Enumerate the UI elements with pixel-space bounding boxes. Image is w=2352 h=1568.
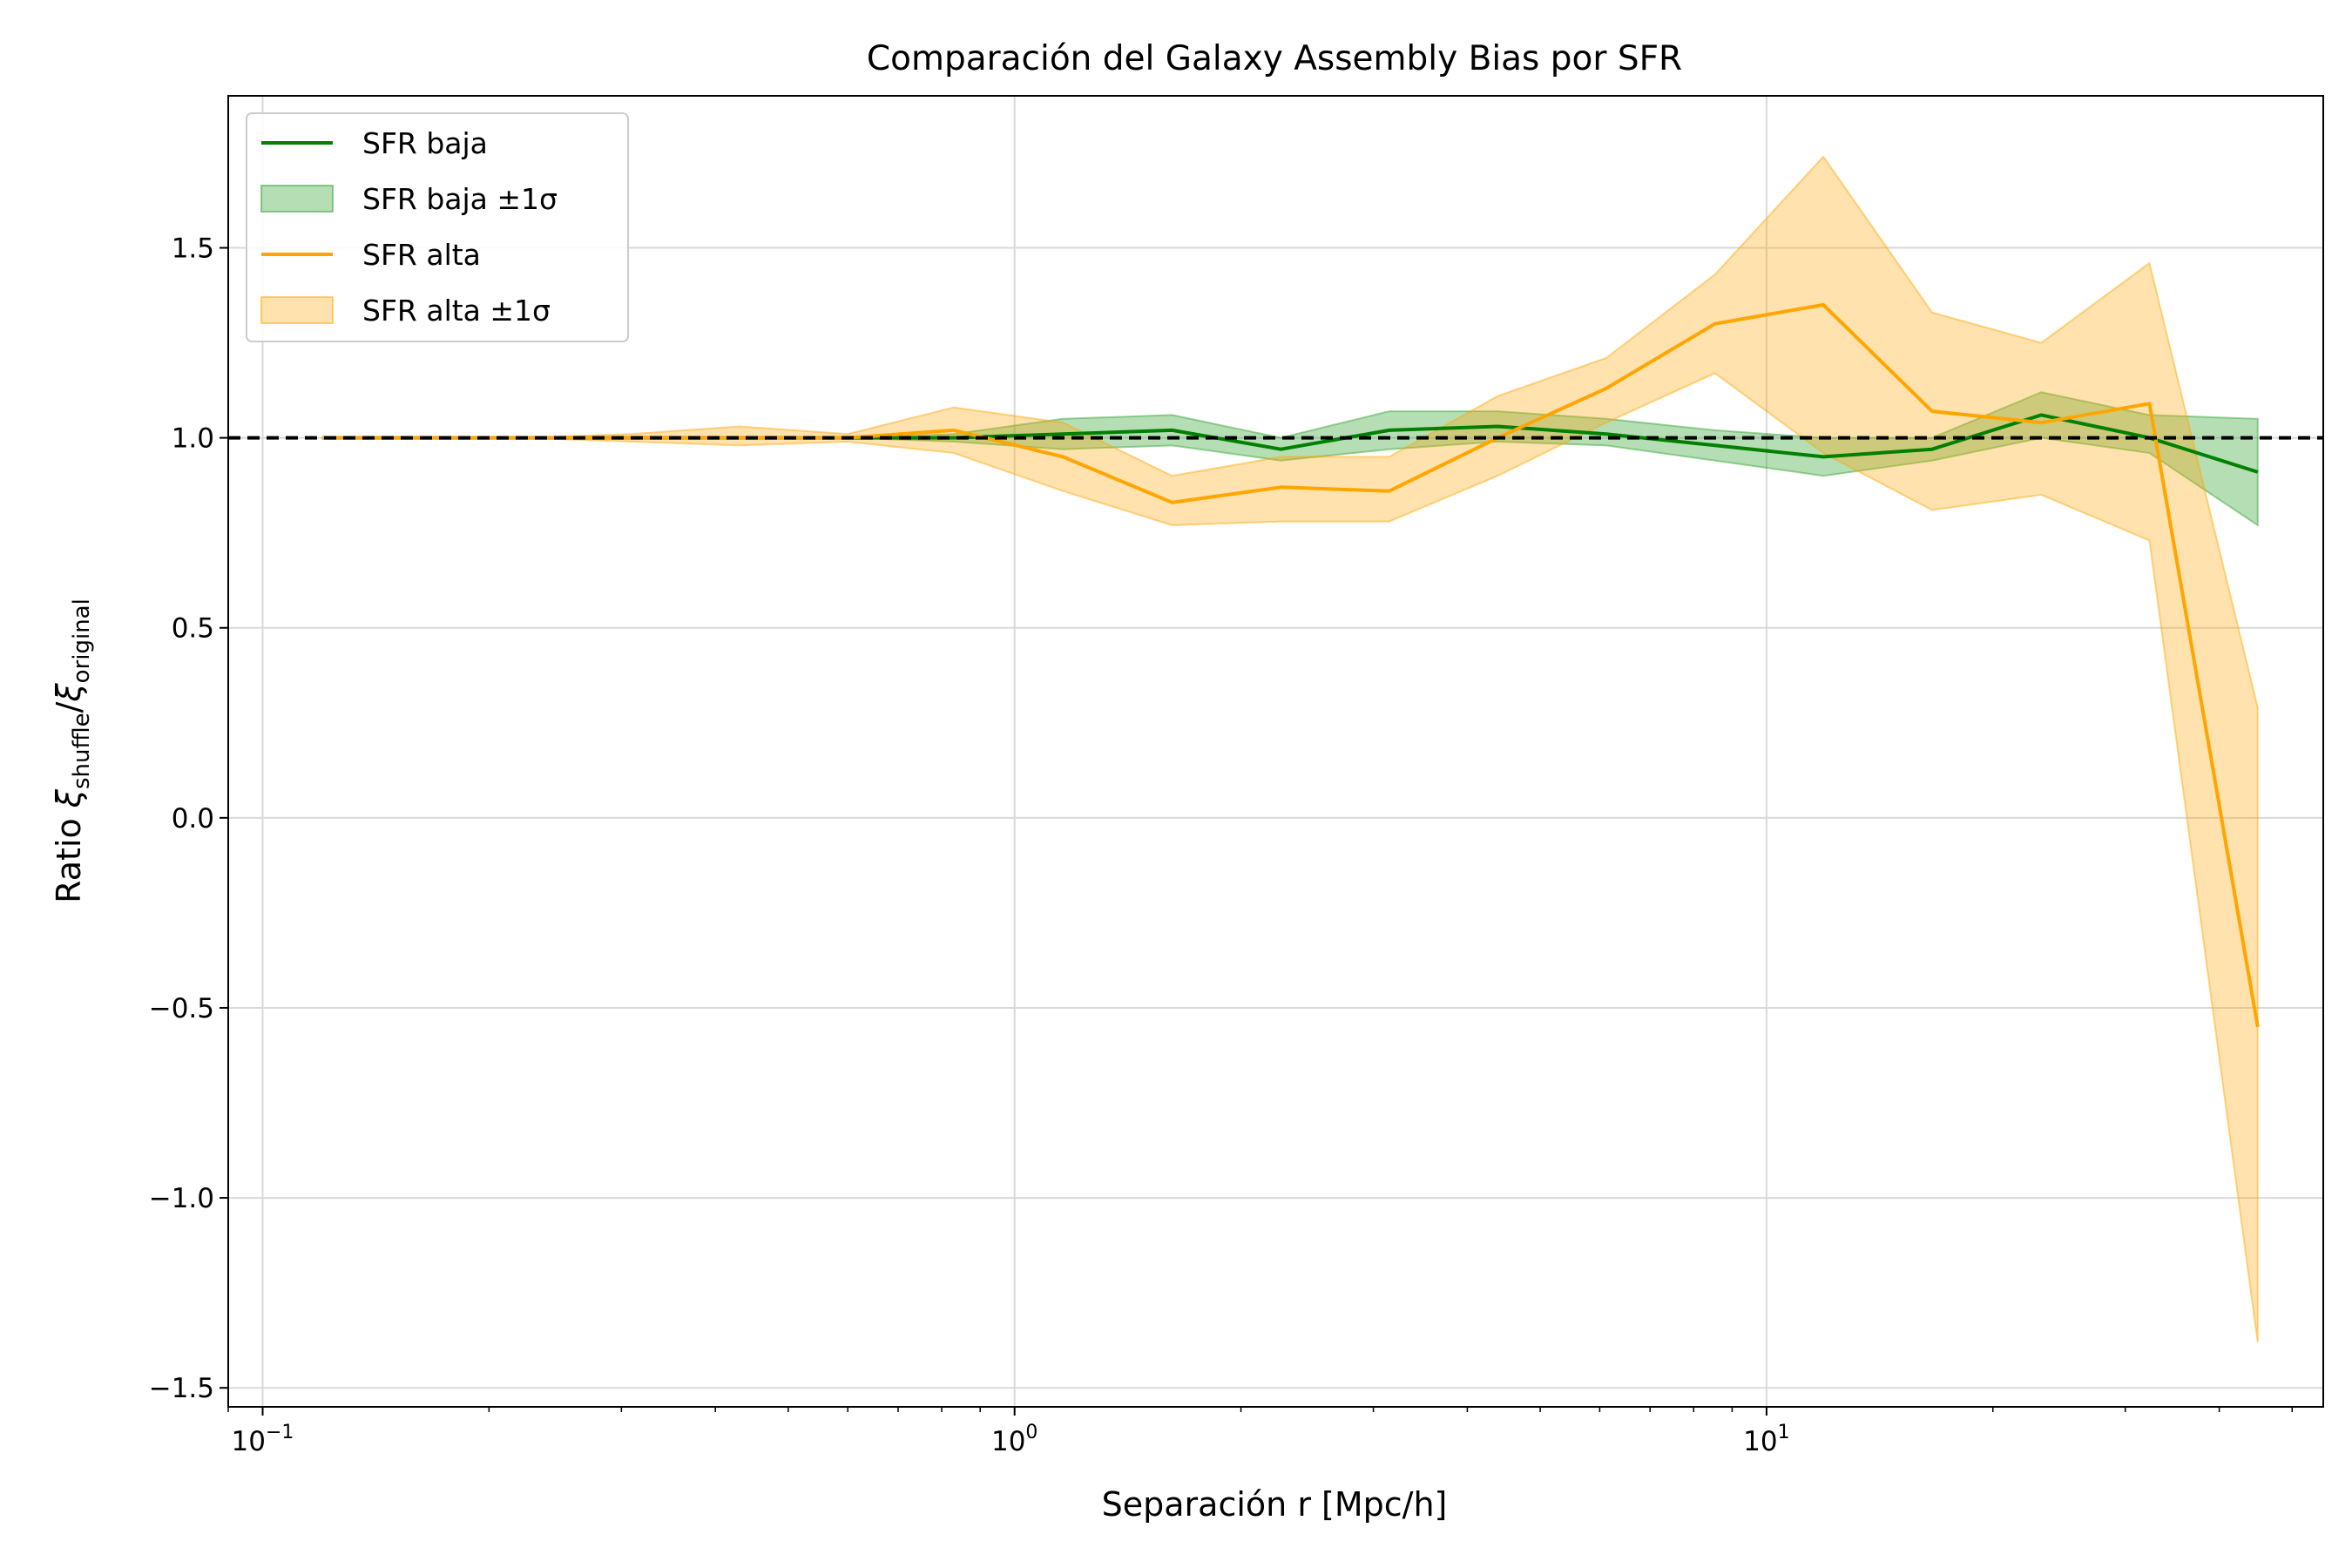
legend-band-swatch: [260, 296, 334, 324]
y-axis-label: Ratio ξshuffle/ξoriginal: [50, 598, 95, 903]
y-tick-label: 0.5: [172, 613, 214, 645]
legend-label: SFR alta ±1σ: [362, 294, 551, 328]
y-tick-label: 0.0: [172, 803, 214, 835]
legend-label: SFR baja ±1σ: [362, 182, 558, 216]
x-tick-base: 10: [991, 1426, 1025, 1457]
x-tick-base: 10: [232, 1426, 266, 1457]
y-tick-label: −1.5: [149, 1373, 214, 1404]
x-axis: 10−1 100 101: [227, 1407, 2294, 1457]
legend-box: [246, 112, 629, 342]
chart-title: Comparación del Galaxy Assembly Bias por…: [867, 39, 1682, 78]
legend-band-swatch: [260, 185, 334, 213]
y-axis: −1.5 −1.0 −0.5 0.0 0.5 1.0 1.5: [149, 233, 228, 1404]
x-tick-label: 10−1: [232, 1422, 294, 1457]
x-tick-label: 101: [1743, 1422, 1789, 1457]
x-tick-label: 100: [991, 1422, 1037, 1457]
x-tick-exponent: −1: [266, 1422, 294, 1443]
x-tick-exponent: 0: [1025, 1422, 1037, 1443]
y-tick-label: 1.5: [172, 233, 214, 264]
legend-label: SFR alta: [362, 238, 481, 272]
x-tick-exponent: 1: [1778, 1422, 1790, 1443]
y-tick-label: −0.5: [149, 993, 214, 1024]
y-tick-label: −1.0: [149, 1183, 214, 1214]
y-tick-label: 1.0: [172, 423, 214, 455]
x-axis-label: Separación r [Mpc/h]: [1102, 1485, 1448, 1524]
x-tick-base: 10: [1743, 1426, 1777, 1457]
legend-label: SFR baja: [362, 126, 488, 160]
plot-frame: [227, 95, 2324, 1408]
legend: SFR baja SFR baja ±1σ SFR alta SFR alta ±1σ: [246, 112, 629, 342]
